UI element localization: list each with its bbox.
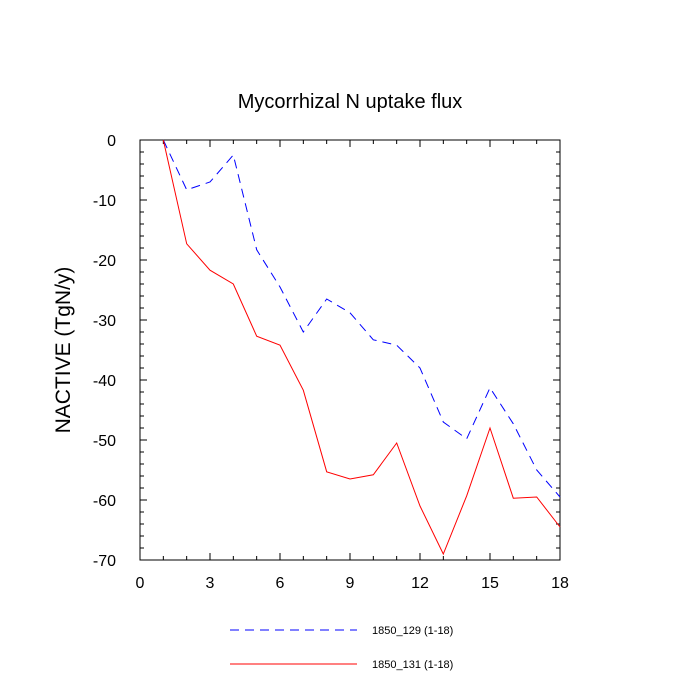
x-tick-label: 18 (551, 575, 569, 592)
y-tick-label: -50 (93, 433, 116, 450)
x-tick-label: 0 (136, 575, 145, 592)
legend: 1850_129 (1-18) 1850_131 (1-18) (230, 625, 453, 671)
y-tick-label: -60 (93, 493, 116, 510)
x-tick-label: 15 (481, 575, 499, 592)
y-tick-label: -10 (93, 193, 116, 210)
y-axis-label: NACTIVE (TgN/y) (52, 267, 75, 434)
x-tick-label: 12 (411, 575, 429, 592)
series-line-2 (162, 139, 561, 556)
x-tick-label: 6 (276, 575, 285, 592)
x-tick-label: 9 (346, 575, 355, 592)
legend-label-1: 1850_129 (1-18) (372, 625, 453, 637)
chart-title: Mycorrhizal N uptake flux (238, 91, 463, 113)
y-tick-label: -20 (93, 253, 116, 270)
axis-ticks: 0 3 6 9 12 15 18 0 -10 -20 -30 -40 -50 -60 -70 (93, 133, 569, 592)
y-tick-label: -30 (93, 313, 116, 330)
series-line-1 (162, 139, 561, 498)
legend-label-2: 1850_131 (1-18) (372, 659, 453, 671)
series-lines (162, 139, 561, 556)
x-tick-label: 3 (206, 575, 215, 592)
y-tick-label: -40 (93, 373, 116, 390)
y-tick-label: -70 (93, 553, 116, 570)
plot-frame (139, 139, 561, 561)
plot-border (139, 139, 561, 561)
y-tick-label: 0 (107, 133, 116, 150)
